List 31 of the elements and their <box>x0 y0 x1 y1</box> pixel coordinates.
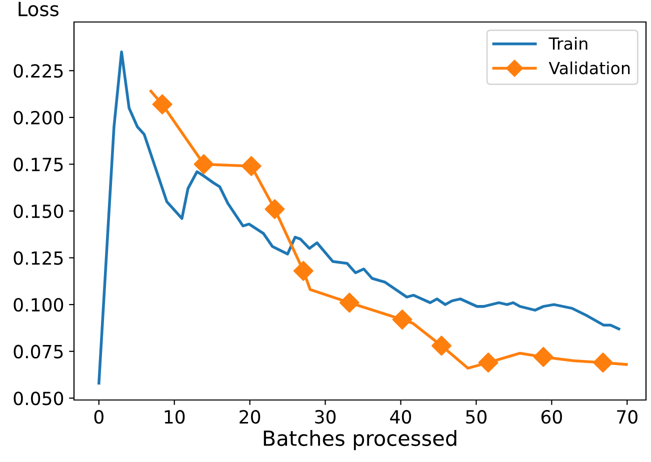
point <box>194 154 214 174</box>
x-tick-label: 30 <box>315 410 336 424</box>
point <box>392 310 412 330</box>
y-tick-label: 0.150 <box>14 204 64 218</box>
y-tick-label: 0.100 <box>14 298 64 312</box>
x-tick-label: 50 <box>466 410 486 424</box>
point <box>152 94 172 114</box>
x-tick-label: 10 <box>164 410 185 424</box>
x-tick-label: 40 <box>390 410 412 424</box>
legend-label: Validation <box>548 61 630 74</box>
point <box>533 346 554 367</box>
x-axis-title: Batches processed <box>264 430 456 450</box>
x-tick-label: 70 <box>617 410 638 424</box>
legend-label: Train <box>548 37 588 50</box>
y-tick-label: 0.125 <box>14 251 63 265</box>
x-tick-label: 20 <box>240 410 260 424</box>
y-tick-label: 0.225 <box>14 64 63 78</box>
y-tick-label: 0.175 <box>14 158 63 172</box>
point <box>264 199 285 220</box>
y-axis-title: Loss <box>18 2 58 16</box>
point <box>431 336 452 356</box>
point <box>339 292 360 313</box>
y-tick-label: 0.075 <box>14 344 63 358</box>
point <box>293 260 314 281</box>
y-tick-label: 0.200 <box>14 110 64 125</box>
point <box>592 352 613 373</box>
y-tick-label: 0.050 <box>14 392 64 406</box>
point <box>478 352 498 373</box>
x-tick-label: 60 <box>541 410 562 424</box>
point <box>241 156 262 176</box>
x-tick-label: 0 <box>94 410 104 424</box>
